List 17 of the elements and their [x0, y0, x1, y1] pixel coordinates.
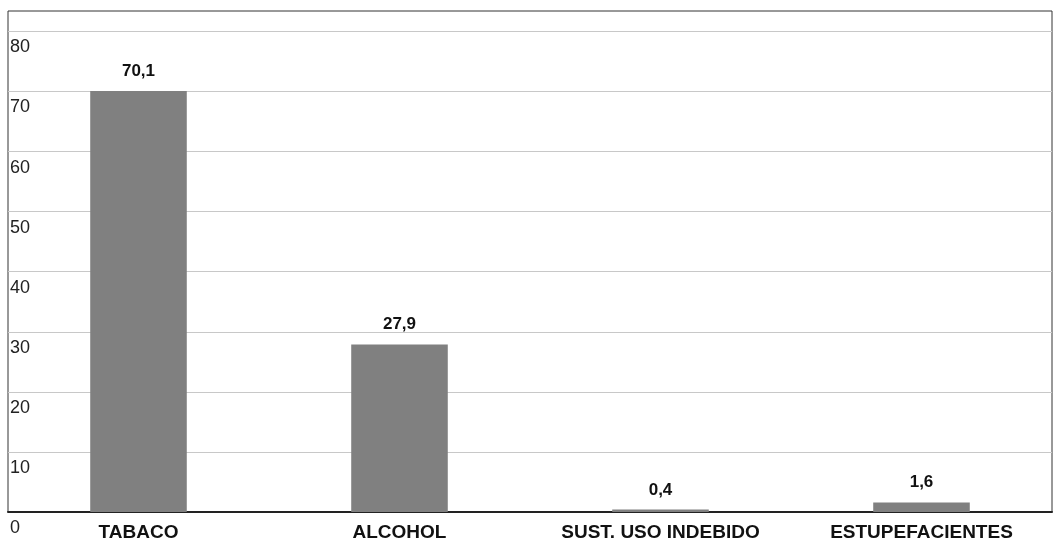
x-tick-label: ESTUPEFACIENTES	[830, 521, 1013, 542]
y-tick-label: 60	[10, 156, 31, 177]
y-tick-label: 30	[10, 336, 31, 357]
y-tick-label: 80	[10, 36, 31, 57]
data-label: 70,1	[121, 60, 156, 80]
data-label: 1,6	[909, 472, 934, 492]
y-tick-label: 70	[10, 96, 31, 117]
y-tick-label: 40	[10, 276, 31, 297]
data-label: 0,4	[648, 479, 673, 499]
x-tick-label: TABACO	[98, 521, 179, 542]
y-tick-label: 0	[10, 517, 21, 537]
x-tick-label: ALCOHOL	[352, 521, 447, 542]
y-tick-label: 10	[10, 456, 31, 477]
y-tick-label: 20	[10, 396, 31, 417]
x-tick-label: SUST. USO INDEBIDO	[561, 521, 760, 542]
y-tick-label: 50	[10, 216, 31, 237]
data-label: 27,9	[382, 314, 417, 334]
